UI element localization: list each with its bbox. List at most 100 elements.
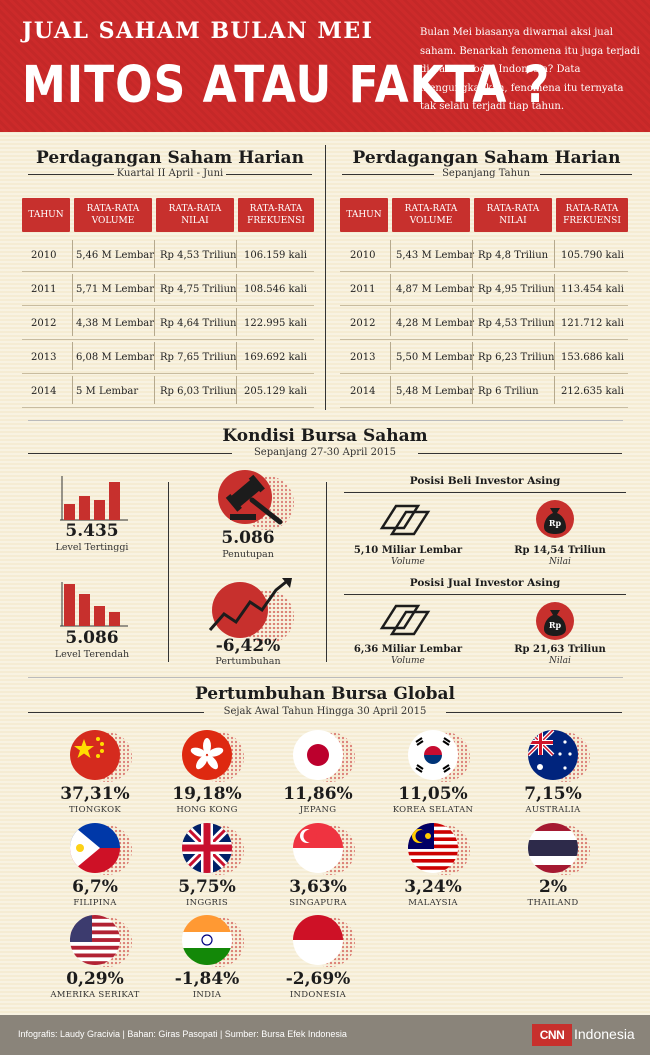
header-subtitle: JUAL SAHAM BULAN MEI: [22, 18, 374, 44]
table-cell: 2011: [350, 284, 376, 295]
divider: [418, 453, 622, 454]
table-cell: 4,38 M Lembar: [76, 318, 155, 329]
table-cell: 105.790 kali: [561, 250, 624, 261]
table-cell: 169.692 kali: [244, 352, 307, 363]
pertumbuhan-value: -6,42%: [215, 636, 281, 656]
cell-separator: [472, 308, 473, 336]
table-cell: 6,08 M Lembar: [76, 352, 155, 363]
table-right-title: Perdagangan Saham Harian: [352, 148, 621, 168]
header-title: MITOS ATAU FAKTA ?: [22, 56, 551, 115]
vertical-divider: [326, 482, 327, 662]
table-cell: 4,28 M Lembar: [396, 318, 475, 329]
flag-singapore-icon: [293, 823, 343, 873]
table-cell: Rp 4,53 Triliun: [160, 250, 237, 261]
row-divider: [340, 305, 628, 306]
divider: [28, 174, 114, 175]
trend-up-icon: [208, 578, 292, 631]
flag-china-icon: [70, 730, 120, 780]
cell-separator: [472, 274, 473, 302]
flag-uk-icon: [182, 823, 232, 873]
country-growth-value: 6,7%: [72, 877, 118, 897]
country-name: MALAYSIA: [408, 898, 458, 908]
table-cell: Rp 4,75 Triliun: [160, 284, 237, 295]
table-cell: Rp 7,65 Triliun: [160, 352, 237, 363]
country-growth-value: 0,29%: [66, 969, 124, 989]
cell-separator: [72, 274, 73, 302]
table-cell: Rp 4,8 Triliun: [478, 250, 549, 261]
country-growth-value: 19,18%: [172, 784, 242, 804]
table-cell: 5,48 M Lembar: [396, 386, 475, 397]
flag-india-icon: [182, 915, 232, 965]
level-terendah-value: 5.086: [65, 628, 119, 648]
divider: [540, 174, 632, 175]
table-cell: 106.159 kali: [244, 250, 307, 261]
row-divider: [22, 407, 314, 408]
table-right-subtitle: Sepanjang Tahun: [442, 168, 530, 179]
rp-badge: Rp: [548, 620, 562, 630]
table-cell: Rp 4,95 Triliun: [478, 284, 555, 295]
country-growth-value: 7,15%: [524, 784, 582, 804]
table-cell: 108.546 kali: [244, 284, 307, 295]
growth-circle: [212, 582, 268, 638]
beli-nilai: Rp 14,54 Triliun: [514, 545, 606, 556]
row-divider: [340, 339, 628, 340]
footer-credits: Infografis: Laudy Gracivia | Bahan: Gira…: [18, 1029, 347, 1039]
header-description: Bulan Mei biasanya diwarnai aksi jual sa…: [420, 27, 640, 112]
banknotes-icon: [379, 504, 431, 536]
table-cell: 2012: [31, 318, 57, 329]
divider: [28, 453, 232, 454]
table-header-cell: RATA-RATA FREKUENSI: [556, 198, 628, 232]
cell-separator: [554, 376, 555, 404]
country-name: KOREA SELATAN: [392, 805, 474, 815]
table-cell: Rp 6 Triliun: [478, 386, 539, 397]
footer: Infografis: Laudy Gracivia | Bahan: Gira…: [0, 1015, 650, 1055]
money-bag-icon: [544, 508, 566, 534]
table-cell: 2013: [350, 352, 376, 363]
table-cell: 122.995 kali: [244, 318, 307, 329]
divider: [28, 677, 623, 678]
header-banner: JUAL SAHAM BULAN MEI MITOS ATAU FAKTA ? …: [0, 0, 650, 132]
country-name: AMERIKA SERIKAT: [50, 990, 140, 1000]
jual-volume-label: Volume: [391, 656, 425, 666]
country-growth-value: -2,69%: [285, 969, 351, 989]
table-header-cell: TAHUN: [22, 198, 70, 232]
cell-separator: [154, 376, 155, 404]
cell-separator: [72, 240, 73, 268]
cell-separator: [554, 274, 555, 302]
rp-badge: Rp: [548, 518, 562, 528]
cell-separator: [236, 274, 237, 302]
level-tertinggi-value: 5.435: [65, 521, 119, 541]
cell-separator: [72, 308, 73, 336]
cell-separator: [154, 308, 155, 336]
divider: [226, 174, 312, 175]
table-cell: Rp 4,53 Triliun: [478, 318, 555, 329]
table-left-title: Perdagangan Saham Harian: [36, 148, 304, 168]
table-header-cell: TAHUN: [340, 198, 388, 232]
beli-title: Posisi Beli Investor Asing: [409, 475, 561, 487]
table-cell: 2010: [31, 250, 57, 261]
row-divider: [22, 373, 314, 374]
flag-indonesia-icon: [293, 915, 343, 965]
table-cell: 2014: [350, 386, 376, 397]
country-name: FILIPINA: [73, 898, 117, 908]
row-divider: [22, 339, 314, 340]
table-cell: 205.129 kali: [244, 386, 307, 397]
table-cell: 2013: [31, 352, 57, 363]
table-cell: 5,43 M Lembar: [396, 250, 475, 261]
table-cell: 153.686 kali: [561, 352, 624, 363]
table-cell: 5,71 M Lembar: [76, 284, 155, 295]
vertical-divider: [168, 482, 169, 662]
cell-separator: [236, 342, 237, 370]
divider: [344, 492, 626, 493]
kondisi-subtitle: Sepanjang 27-30 April 2015: [253, 447, 397, 458]
table-cell: Rp 4,64 Triliun: [160, 318, 237, 329]
divider: [446, 712, 622, 713]
country-growth-value: 3,24%: [404, 877, 462, 897]
table-cell: 4,87 M Lembar: [396, 284, 475, 295]
jual-volume: 6,36 Miliar Lembar: [353, 644, 463, 655]
row-divider: [340, 407, 628, 408]
table-cell: 2011: [31, 284, 57, 295]
table-cell: 212.635 kali: [561, 386, 624, 397]
table-cell: 5,50 M Lembar: [396, 352, 475, 363]
country-name: TIONGKOK: [68, 805, 122, 815]
